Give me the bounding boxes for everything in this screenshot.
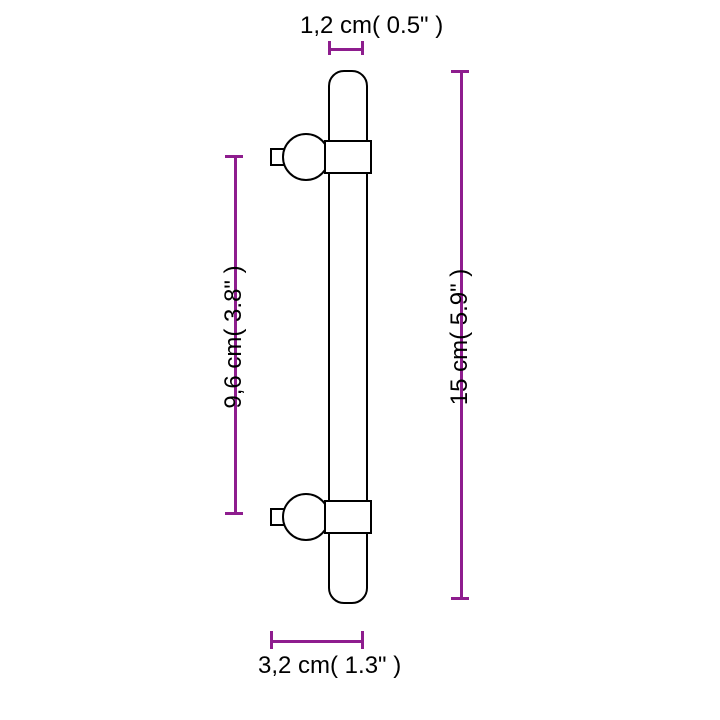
dim-ctc-cap-b: [225, 512, 243, 515]
dim-overall-cap-t: [451, 70, 469, 73]
dim-depth-line: [270, 640, 364, 643]
dim-bar-diameter-cap-l: [328, 41, 331, 55]
dim-depth-cap-r: [361, 631, 364, 649]
dim-bar-diameter-cap-r: [361, 41, 364, 55]
dim-depth-cap-l: [270, 631, 273, 649]
dim-bar-diameter-label: 1,2 cm( 0.5" ): [300, 12, 443, 40]
collar-bottom-front: [324, 500, 372, 534]
collar-top-front: [324, 140, 372, 174]
dim-ctc-cap-t: [225, 155, 243, 158]
dim-overall-cap-b: [451, 597, 469, 600]
mount-ball-top: [282, 133, 330, 181]
dim-ctc-label: 9,6 cm( 3.8" ): [220, 257, 248, 417]
dim-overall-label: 15 cm( 5.9" ): [446, 257, 474, 417]
mount-ball-bottom: [282, 493, 330, 541]
dim-depth-label: 3,2 cm( 1.3" ): [258, 652, 401, 680]
dim-bar-diameter-line: [328, 48, 364, 51]
